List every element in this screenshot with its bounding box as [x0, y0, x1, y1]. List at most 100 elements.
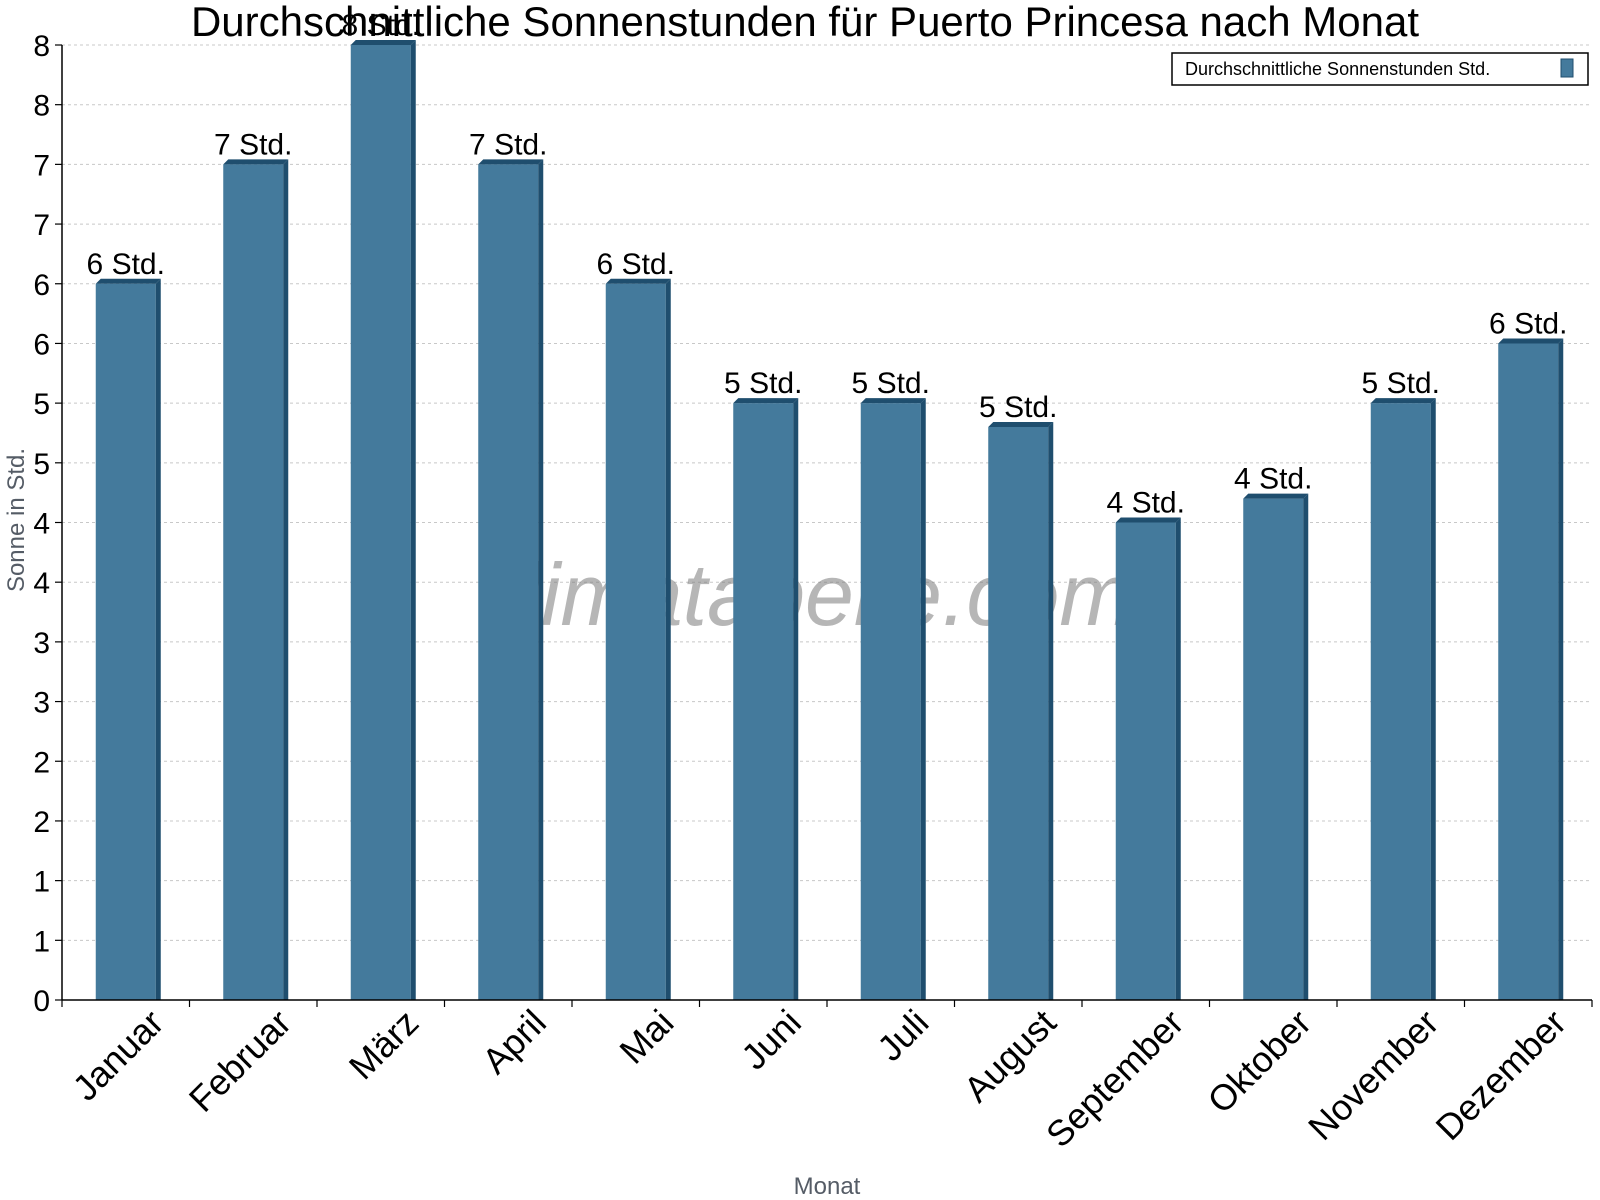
- data-label: 6 Std.: [87, 248, 165, 281]
- bar-top: [1115, 517, 1181, 523]
- y-tick-label: 5: [33, 448, 50, 481]
- bar-top: [95, 278, 161, 284]
- bar: [860, 403, 921, 1000]
- y-tick-label: 6: [33, 328, 50, 361]
- x-tick-label: Dezember: [1427, 1002, 1573, 1148]
- bar-Dezember: 6 Std.: [1489, 307, 1567, 1000]
- x-tick-label: Oktober: [1199, 1002, 1319, 1122]
- data-label: 4 Std.: [1234, 463, 1312, 496]
- bar-Februar: 7 Std.: [214, 128, 292, 1000]
- chart-title: Durchschnittliche Sonnenstunden für Puer…: [191, 0, 1419, 45]
- y-tick-label: 5: [33, 388, 50, 421]
- bar: [223, 164, 284, 1000]
- bar: [988, 427, 1049, 1000]
- bar: [1370, 403, 1431, 1000]
- gridlines: [62, 44, 1592, 941]
- y-axis-label: Sonne in Std.: [3, 448, 30, 592]
- x-tick-label: Januar: [65, 1002, 172, 1109]
- data-label: 5 Std.: [852, 367, 930, 400]
- bar-Mai: 6 Std.: [597, 248, 675, 1000]
- bar-top: [1370, 398, 1436, 404]
- bar-side: [283, 159, 289, 1000]
- bar-top: [1243, 493, 1309, 499]
- bar: [733, 403, 794, 1000]
- y-tick-label: 3: [33, 627, 50, 660]
- x-tick-label: Juli: [869, 1002, 936, 1069]
- bar-November: 5 Std.: [1362, 367, 1440, 1000]
- bar-April: 7 Std.: [469, 128, 547, 1000]
- bar-top: [605, 278, 671, 284]
- y-tick-label: 2: [33, 806, 50, 839]
- x-tick-label: April: [474, 1002, 554, 1082]
- data-label: 4 Std.: [1107, 487, 1185, 520]
- bar-side: [665, 278, 671, 1000]
- y-tick-label: 1: [33, 925, 50, 958]
- bar-side: [1558, 338, 1564, 1000]
- y-tick-label: 0: [33, 985, 50, 1018]
- bar: [95, 283, 156, 1000]
- legend-swatch: [1560, 58, 1574, 78]
- y-tick-label: 6: [33, 269, 50, 302]
- bar-side: [155, 278, 161, 1000]
- data-label: 8 Std.: [342, 9, 420, 42]
- x-tick-label: März: [341, 1002, 427, 1088]
- data-label: 6 Std.: [597, 248, 675, 281]
- legend-box: [1171, 52, 1589, 86]
- bar-top: [733, 398, 799, 404]
- bars: 6 Std. 7 Std. 8 Std. 7 Std. 6 Std. 5 Std. 5 St…: [87, 9, 1567, 1000]
- legend: Durchschnittliche Sonnenstunden Std.: [1171, 52, 1589, 86]
- data-label: 6 Std.: [1489, 307, 1567, 340]
- y-tick-label: 7: [33, 209, 50, 242]
- x-axis-ticks: Januar Februar März April Mai Juni Juli AugustS…: [61, 1000, 1593, 1156]
- bar: [1243, 498, 1304, 1000]
- bar-März: 8 Std.: [342, 9, 420, 1000]
- data-label: 5 Std.: [979, 391, 1057, 424]
- y-tick-label: 8: [33, 30, 50, 63]
- bar-top: [1498, 338, 1564, 344]
- x-axis-label: Monat: [794, 1173, 861, 1200]
- bar-Juni: 5 Std.: [724, 367, 802, 1000]
- y-tick-label: 3: [33, 687, 50, 720]
- bar: [605, 283, 666, 1000]
- x-tick-label: Februar: [181, 1002, 299, 1120]
- bar-side: [920, 398, 926, 1000]
- bar: [478, 164, 539, 1000]
- bar-top: [223, 159, 289, 165]
- bar-side: [538, 159, 544, 1000]
- bar: [1115, 522, 1176, 1000]
- legend-label: Durchschnittliche Sonnenstunden Std.: [1185, 59, 1490, 79]
- bar-top: [350, 40, 416, 45]
- bar-side: [1430, 398, 1436, 1000]
- bar-August: 5 Std.: [979, 391, 1057, 1000]
- bar: [350, 45, 411, 1000]
- bar-Juli: 5 Std.: [852, 367, 930, 1000]
- data-label: 7 Std.: [469, 128, 547, 161]
- bar-top: [478, 159, 544, 165]
- bar-side: [1303, 493, 1309, 1000]
- bar-side: [410, 40, 416, 1000]
- data-label: 7 Std.: [214, 128, 292, 161]
- y-tick-label: 8: [33, 90, 50, 123]
- bar-Oktober: 4 Std.: [1234, 463, 1312, 1000]
- y-tick-label: 4: [33, 508, 50, 541]
- bar-side: [793, 398, 799, 1000]
- bar-Januar: 6 Std.: [87, 248, 165, 1000]
- bar-top: [860, 398, 926, 404]
- y-axis-ticks: 0 1 1 2 2 3 3 4 4 5 5 6 6 7 7 8 8: [33, 30, 62, 1018]
- x-tick-label: November: [1300, 1002, 1446, 1148]
- bar-September: 4 Std.: [1107, 487, 1185, 1000]
- y-tick-label: 1: [33, 866, 50, 899]
- data-label: 5 Std.: [1362, 367, 1440, 400]
- y-tick-label: 2: [33, 746, 50, 779]
- bar-top: [988, 422, 1054, 427]
- bar-side: [1175, 517, 1181, 1000]
- bar-side: [1048, 422, 1054, 1000]
- bar: [1498, 343, 1559, 1000]
- y-tick-label: 7: [33, 149, 50, 182]
- x-tick-label: Juni: [733, 1002, 809, 1078]
- y-tick-label: 4: [33, 567, 50, 600]
- x-tick-label: August: [956, 1002, 1064, 1110]
- x-tick-label: September: [1038, 1002, 1192, 1156]
- data-label: 5 Std.: [724, 367, 802, 400]
